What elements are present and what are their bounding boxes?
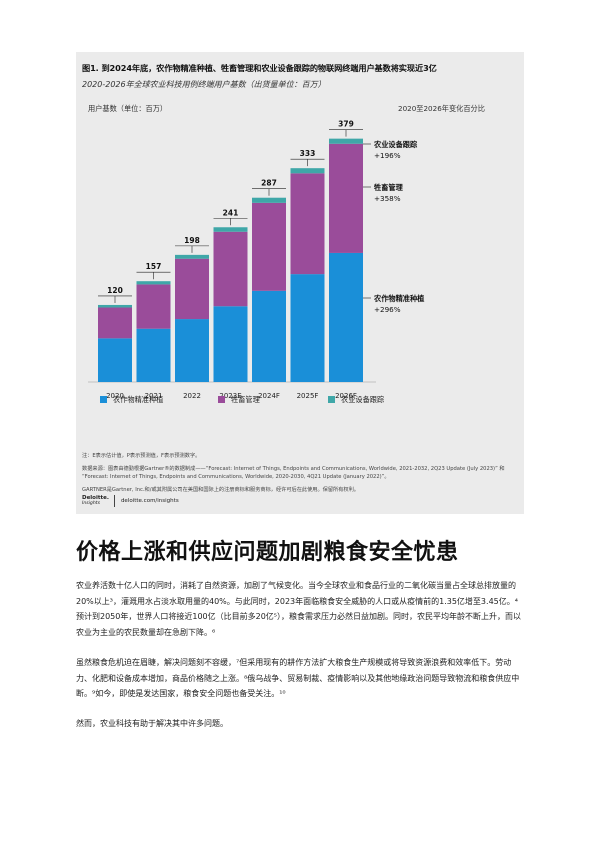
stacked-bar-chart: 120 2020 157 2021 198 2022 241 2023E 287 2024F 333…: [88, 120, 425, 404]
legend-label-农作物精准种植: 农作物精准种植: [113, 395, 163, 404]
legend-label-牲畜管理: 牲畜管理: [231, 395, 260, 404]
annotation-change-农作物精准种植: +296%: [374, 305, 401, 314]
figure-subtitle: 2020-2026年全球农业科技用例终端用户基数（出货量单位：百万）: [82, 80, 326, 89]
bar-牲畜管理-2026F: [329, 143, 363, 253]
bar-农作物精准种植-2026F: [329, 252, 363, 382]
percent-change-header: 2020至2026年变化百分比: [398, 104, 485, 113]
bar-农业设备跟踪-2022: [175, 254, 209, 259]
x-tick-2026F: 2026F: [335, 392, 357, 400]
paragraph-2: 虽然粮食危机迫在眉睫，解决问题刻不容缓，⁷但采用现有的耕作方法扩大粮食生产规模或…: [76, 658, 520, 698]
deloitte-logo: Deloitte. Insights: [82, 495, 115, 507]
total-label-2020: 120: [107, 286, 123, 295]
legend-swatch-牲畜管理: [218, 396, 225, 403]
total-label-2025F: 333: [300, 149, 316, 158]
figure-notes: 注：E表示估计值，P表示预测值，F表示预测数字。 数据来源：图表由德勤根据Gar…: [82, 452, 518, 499]
bar-牲畜管理-2020: [98, 307, 132, 339]
total-label-2023E: 241: [223, 208, 239, 217]
legend-label-农业设备跟踪: 农业设备跟踪: [341, 395, 384, 404]
section-heading: 价格上涨和供应问题加剧粮食安全忧患: [76, 540, 459, 565]
bar-牲畜管理-2024F: [252, 202, 286, 291]
bar-农业设备跟踪-2021: [136, 281, 171, 285]
annotation-label-农作物精准种植: 农作物精准种植: [373, 294, 425, 303]
brand-url[interactable]: deloitte.com/insights: [120, 498, 179, 504]
bar-农业设备跟踪-2025F: [290, 168, 325, 174]
paragraph-1: 农业养活数十亿人口的同时，消耗了自然资源，加剧了气候变化。当今全球农业和食品行业…: [76, 581, 522, 637]
bar-牲畜管理-2021: [136, 284, 171, 329]
bar-农业设备跟踪-2020: [98, 304, 132, 308]
total-label-2021: 157: [146, 262, 162, 271]
figure-title: 图1. 到2024年底，农作物精准种植、牲畜管理和农业设备跟踪的物联网终端用户基…: [82, 63, 437, 73]
total-label-2022: 198: [184, 236, 200, 245]
x-tick-2022: 2022: [183, 392, 201, 400]
x-tick-2023E: 2023E: [219, 392, 241, 400]
annotation-label-农业设备跟踪: 农业设备跟踪: [373, 140, 418, 149]
total-label-2026F: 379: [338, 120, 354, 129]
x-tick-2025F: 2025F: [297, 392, 319, 400]
annotation-change-牲畜管理: +358%: [374, 194, 401, 203]
total-label-2024F: 287: [261, 179, 277, 188]
bar-农作物精准种植-2022: [175, 319, 209, 382]
figure-panel: 图1. 到2024年底，农作物精准种植、牲畜管理和农业设备跟踪的物联网终端用户基…: [76, 52, 524, 514]
legend-swatch-农业设备跟踪: [328, 396, 335, 403]
bar-牲畜管理-2025F: [290, 173, 325, 275]
legend-swatch-农作物精准种植: [100, 396, 107, 403]
x-tick-2021: 2021: [145, 392, 163, 400]
bar-农作物精准种植-2025F: [290, 274, 325, 382]
bar-农作物精准种植-2021: [136, 328, 171, 382]
bar-牲畜管理-2023E: [213, 231, 248, 307]
annotation-change-农业设备跟踪: +196%: [374, 151, 401, 160]
bar-农作物精准种植-2023E: [213, 306, 248, 382]
x-tick-2020: 2020: [106, 392, 124, 400]
bar-农业设备跟踪-2023E: [213, 227, 248, 232]
bar-牲畜管理-2022: [175, 258, 209, 320]
note-source: 数据来源：图表由德勤根据Gartner®的数据制成——“Forecast: In…: [82, 466, 505, 480]
annotation-label-牲畜管理: 牲畜管理: [374, 183, 404, 192]
note-trademark: GARTNER是Gartner, Inc.和/或其附属公司在美国和国际上的注册商…: [82, 487, 359, 493]
bar-农作物精准种植-2024F: [252, 290, 286, 382]
paragraph-3: 然而，农业科技有助于解决其中许多问题。: [76, 719, 228, 728]
bar-农作物精准种植-2020: [98, 338, 132, 382]
brand-footer: Deloitte. Insights deloitte.com/insights: [82, 495, 179, 507]
y-axis-label: 用户基数（单位：百万）: [88, 104, 168, 113]
x-tick-2024F: 2024F: [258, 392, 280, 400]
note-abbreviations: 注：E表示估计值，P表示预测值，F表示预测数字。: [82, 453, 201, 459]
bar-农业设备跟踪-2024F: [252, 197, 286, 203]
bar-农业设备跟踪-2026F: [329, 138, 363, 144]
